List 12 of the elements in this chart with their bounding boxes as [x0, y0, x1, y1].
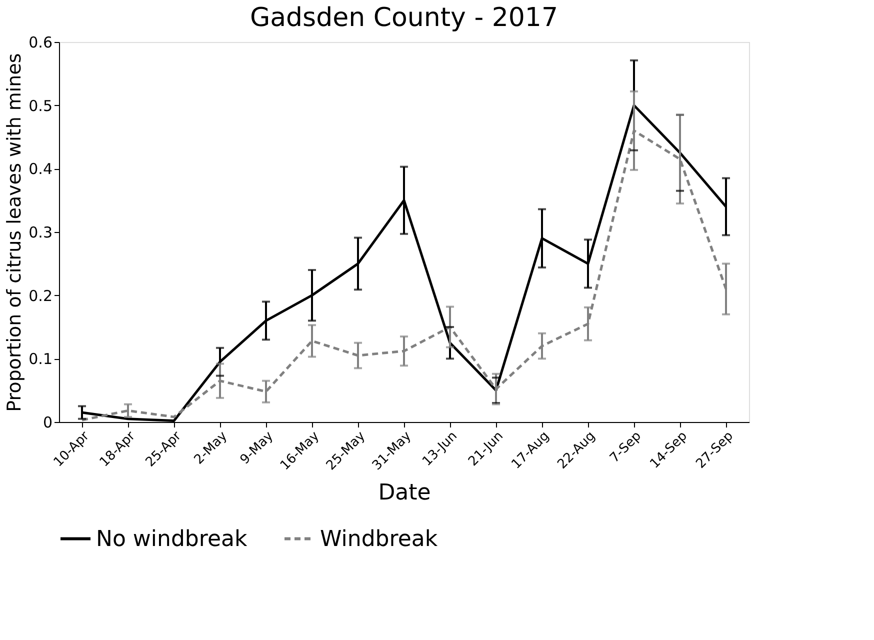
legend-label: No windbreak — [96, 526, 248, 552]
y-tick-label: 0.2 — [28, 286, 52, 305]
x-axis-title: Date — [378, 480, 431, 506]
chart-title: Gadsden County - 2017 — [250, 3, 558, 33]
y-tick-label: 0.4 — [28, 160, 52, 178]
y-tick-label: 0.3 — [28, 224, 52, 242]
y-tick-label: 0.5 — [28, 96, 52, 115]
y-axis-title: Proportion of citrus leaves with mines — [4, 53, 26, 412]
legend-label: Windbreak — [320, 526, 438, 552]
y-tick-label: 0 — [42, 414, 52, 432]
y-tick-label: 0.1 — [28, 350, 52, 368]
y-tick-label: 0.6 — [28, 34, 52, 52]
